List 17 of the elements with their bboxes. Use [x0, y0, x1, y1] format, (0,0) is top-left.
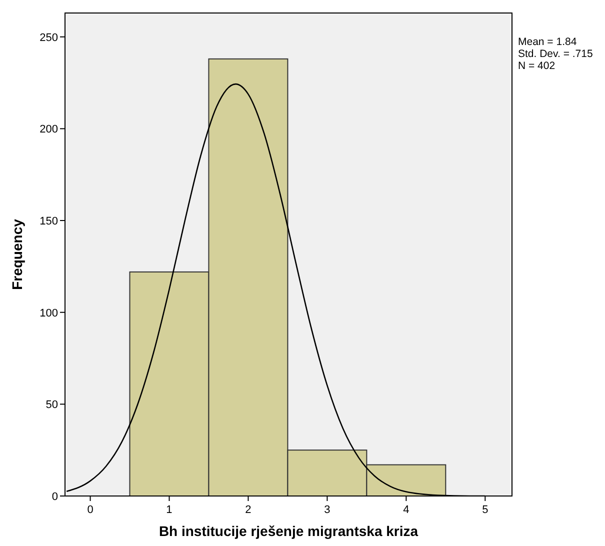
- x-tick-label: 2: [245, 504, 252, 516]
- text: Std. Dev. = .715: [518, 48, 593, 60]
- text: N = 402: [518, 60, 556, 72]
- y-tick-label: 150: [40, 216, 58, 228]
- x-axis-title: Bh institucije rješenje migrantska kriza: [158, 523, 418, 539]
- y-tick-label: 250: [40, 32, 58, 44]
- x-tick-label: 1: [166, 504, 172, 516]
- x-tick-label: 3: [324, 504, 330, 516]
- text: Mean = 1.84: [518, 36, 577, 48]
- y-tick-label: 100: [40, 307, 58, 320]
- x-tick-label: 5: [482, 504, 488, 516]
- y-axis-title: Frequency: [9, 218, 25, 290]
- x-tick-label: 4: [403, 504, 410, 516]
- y-tick-label: 0: [52, 491, 58, 503]
- x-tick-label: 0: [87, 504, 94, 516]
- y-tick-label: 200: [40, 124, 58, 136]
- y-tick-label: 50: [46, 399, 58, 412]
